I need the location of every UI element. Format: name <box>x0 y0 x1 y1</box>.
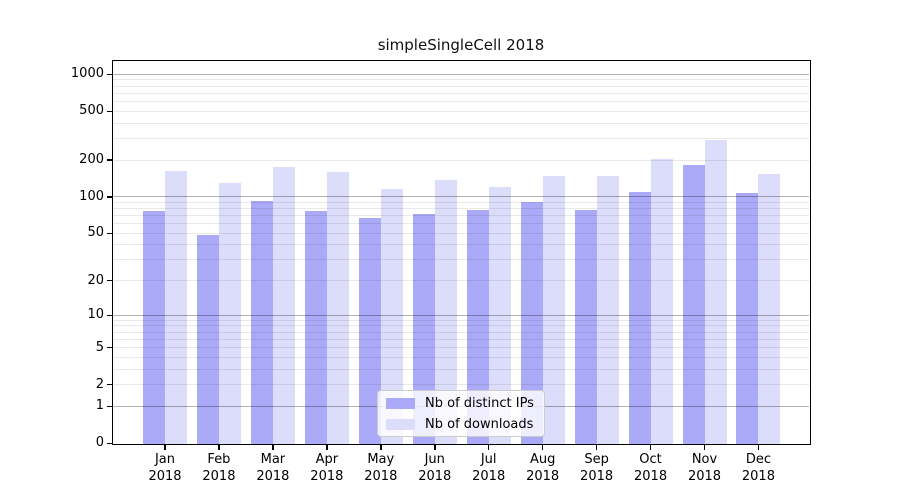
y-tick <box>107 383 112 386</box>
y-gridline-minor <box>113 85 809 87</box>
legend-swatch-downloads <box>386 418 415 430</box>
y-tick-label: 10 <box>87 307 104 323</box>
bar-downloads-sep <box>596 176 619 444</box>
x-tick-label: Mar 2018 <box>256 452 290 484</box>
bar-downloads-jun <box>434 180 457 444</box>
x-tick <box>164 445 166 450</box>
bar-distinct-ips-nov <box>682 165 705 444</box>
x-tick-label: Oct 2018 <box>634 452 668 484</box>
x-tick <box>487 445 490 450</box>
x-tick <box>595 445 598 450</box>
legend-item-downloads: Nb of downloads <box>378 415 544 434</box>
bar-downloads-nov <box>704 140 727 444</box>
legend-label-downloads: Nb of downloads <box>425 416 534 432</box>
y-tick <box>107 196 112 198</box>
y-tick-label: 100 <box>79 188 104 204</box>
y-tick-label: 5 <box>95 339 104 355</box>
y-gridline-minor <box>113 110 809 112</box>
legend: Nb of distinct IPs Nb of downloads <box>377 390 545 437</box>
chart-title: simpleSingleCell 2018 <box>377 36 545 54</box>
x-tick <box>649 445 652 450</box>
y-tick-label: 20 <box>87 272 104 288</box>
y-gridline-minor <box>113 122 809 124</box>
bar-distinct-ips-sep <box>574 209 597 444</box>
y-tick <box>107 405 112 408</box>
y-tick-label: 50 <box>87 225 104 241</box>
x-tick-label: Jan 2018 <box>148 452 182 484</box>
y-tick-label: 1000 <box>70 66 104 82</box>
y-gridline-minor <box>113 101 809 103</box>
bar-distinct-ips-apr <box>304 211 327 444</box>
x-tick <box>703 445 706 450</box>
y-tick-label: 2 <box>95 376 104 392</box>
bar-downloads-dec <box>758 174 781 444</box>
bar-distinct-ips-aug <box>520 202 543 444</box>
y-gridline-minor <box>113 138 809 140</box>
y-tick <box>107 159 112 161</box>
y-tick <box>107 442 112 445</box>
y-tick <box>107 73 112 76</box>
x-tick-label: May 2018 <box>364 452 398 484</box>
bar-distinct-ips-jan <box>143 211 165 444</box>
bar-distinct-ips-oct <box>628 191 651 444</box>
bar-downloads-apr <box>326 172 349 444</box>
x-tick-label: Sep 2018 <box>580 452 614 484</box>
bar-downloads-mar <box>272 167 295 444</box>
y-tick-label: 1 <box>95 398 104 414</box>
x-tick-label: Jul 2018 <box>472 452 506 484</box>
bar-distinct-ips-jun <box>412 214 435 444</box>
x-tick <box>272 445 274 450</box>
y-gridline-minor <box>113 92 809 94</box>
bar-distinct-ips-mar <box>250 200 273 444</box>
y-tick <box>107 110 112 113</box>
y-tick <box>107 232 112 235</box>
bar-distinct-ips-jul <box>466 209 489 444</box>
x-tick <box>541 445 544 450</box>
y-gridline-major <box>113 73 809 75</box>
y-tick-label: 0 <box>95 435 104 451</box>
bar-downloads-jan <box>165 170 187 444</box>
y-gridline-minor <box>113 79 809 81</box>
x-tick-label: Aug 2018 <box>526 452 560 484</box>
x-tick-label: Jun 2018 <box>418 452 452 484</box>
bar-downloads-feb <box>218 182 241 444</box>
x-tick <box>434 445 436 450</box>
bar-downloads-jul <box>488 186 511 444</box>
x-tick <box>380 445 382 450</box>
legend-swatch-distinct-ips <box>386 397 415 409</box>
x-tick-label: Apr 2018 <box>310 452 344 484</box>
x-tick-label: Feb 2018 <box>202 452 236 484</box>
y-tick <box>107 314 112 316</box>
y-tick <box>107 346 112 349</box>
x-tick <box>326 445 328 450</box>
bar-downloads-may <box>380 188 403 444</box>
x-tick <box>757 445 760 450</box>
y-tick-label: 500 <box>79 103 104 119</box>
x-tick-label: Dec 2018 <box>741 452 775 484</box>
y-tick-label: 200 <box>79 152 104 168</box>
bar-distinct-ips-feb <box>196 235 219 444</box>
legend-label-distinct-ips: Nb of distinct IPs <box>425 395 534 411</box>
legend-item-distinct-ips: Nb of distinct IPs <box>378 394 544 413</box>
y-tick <box>107 279 112 282</box>
bar-downloads-aug <box>542 176 565 444</box>
x-tick <box>218 445 220 450</box>
bar-distinct-ips-dec <box>736 192 759 444</box>
bar-downloads-oct <box>650 158 673 444</box>
x-tick-label: Nov 2018 <box>687 452 722 484</box>
bar-distinct-ips-may <box>358 217 381 444</box>
